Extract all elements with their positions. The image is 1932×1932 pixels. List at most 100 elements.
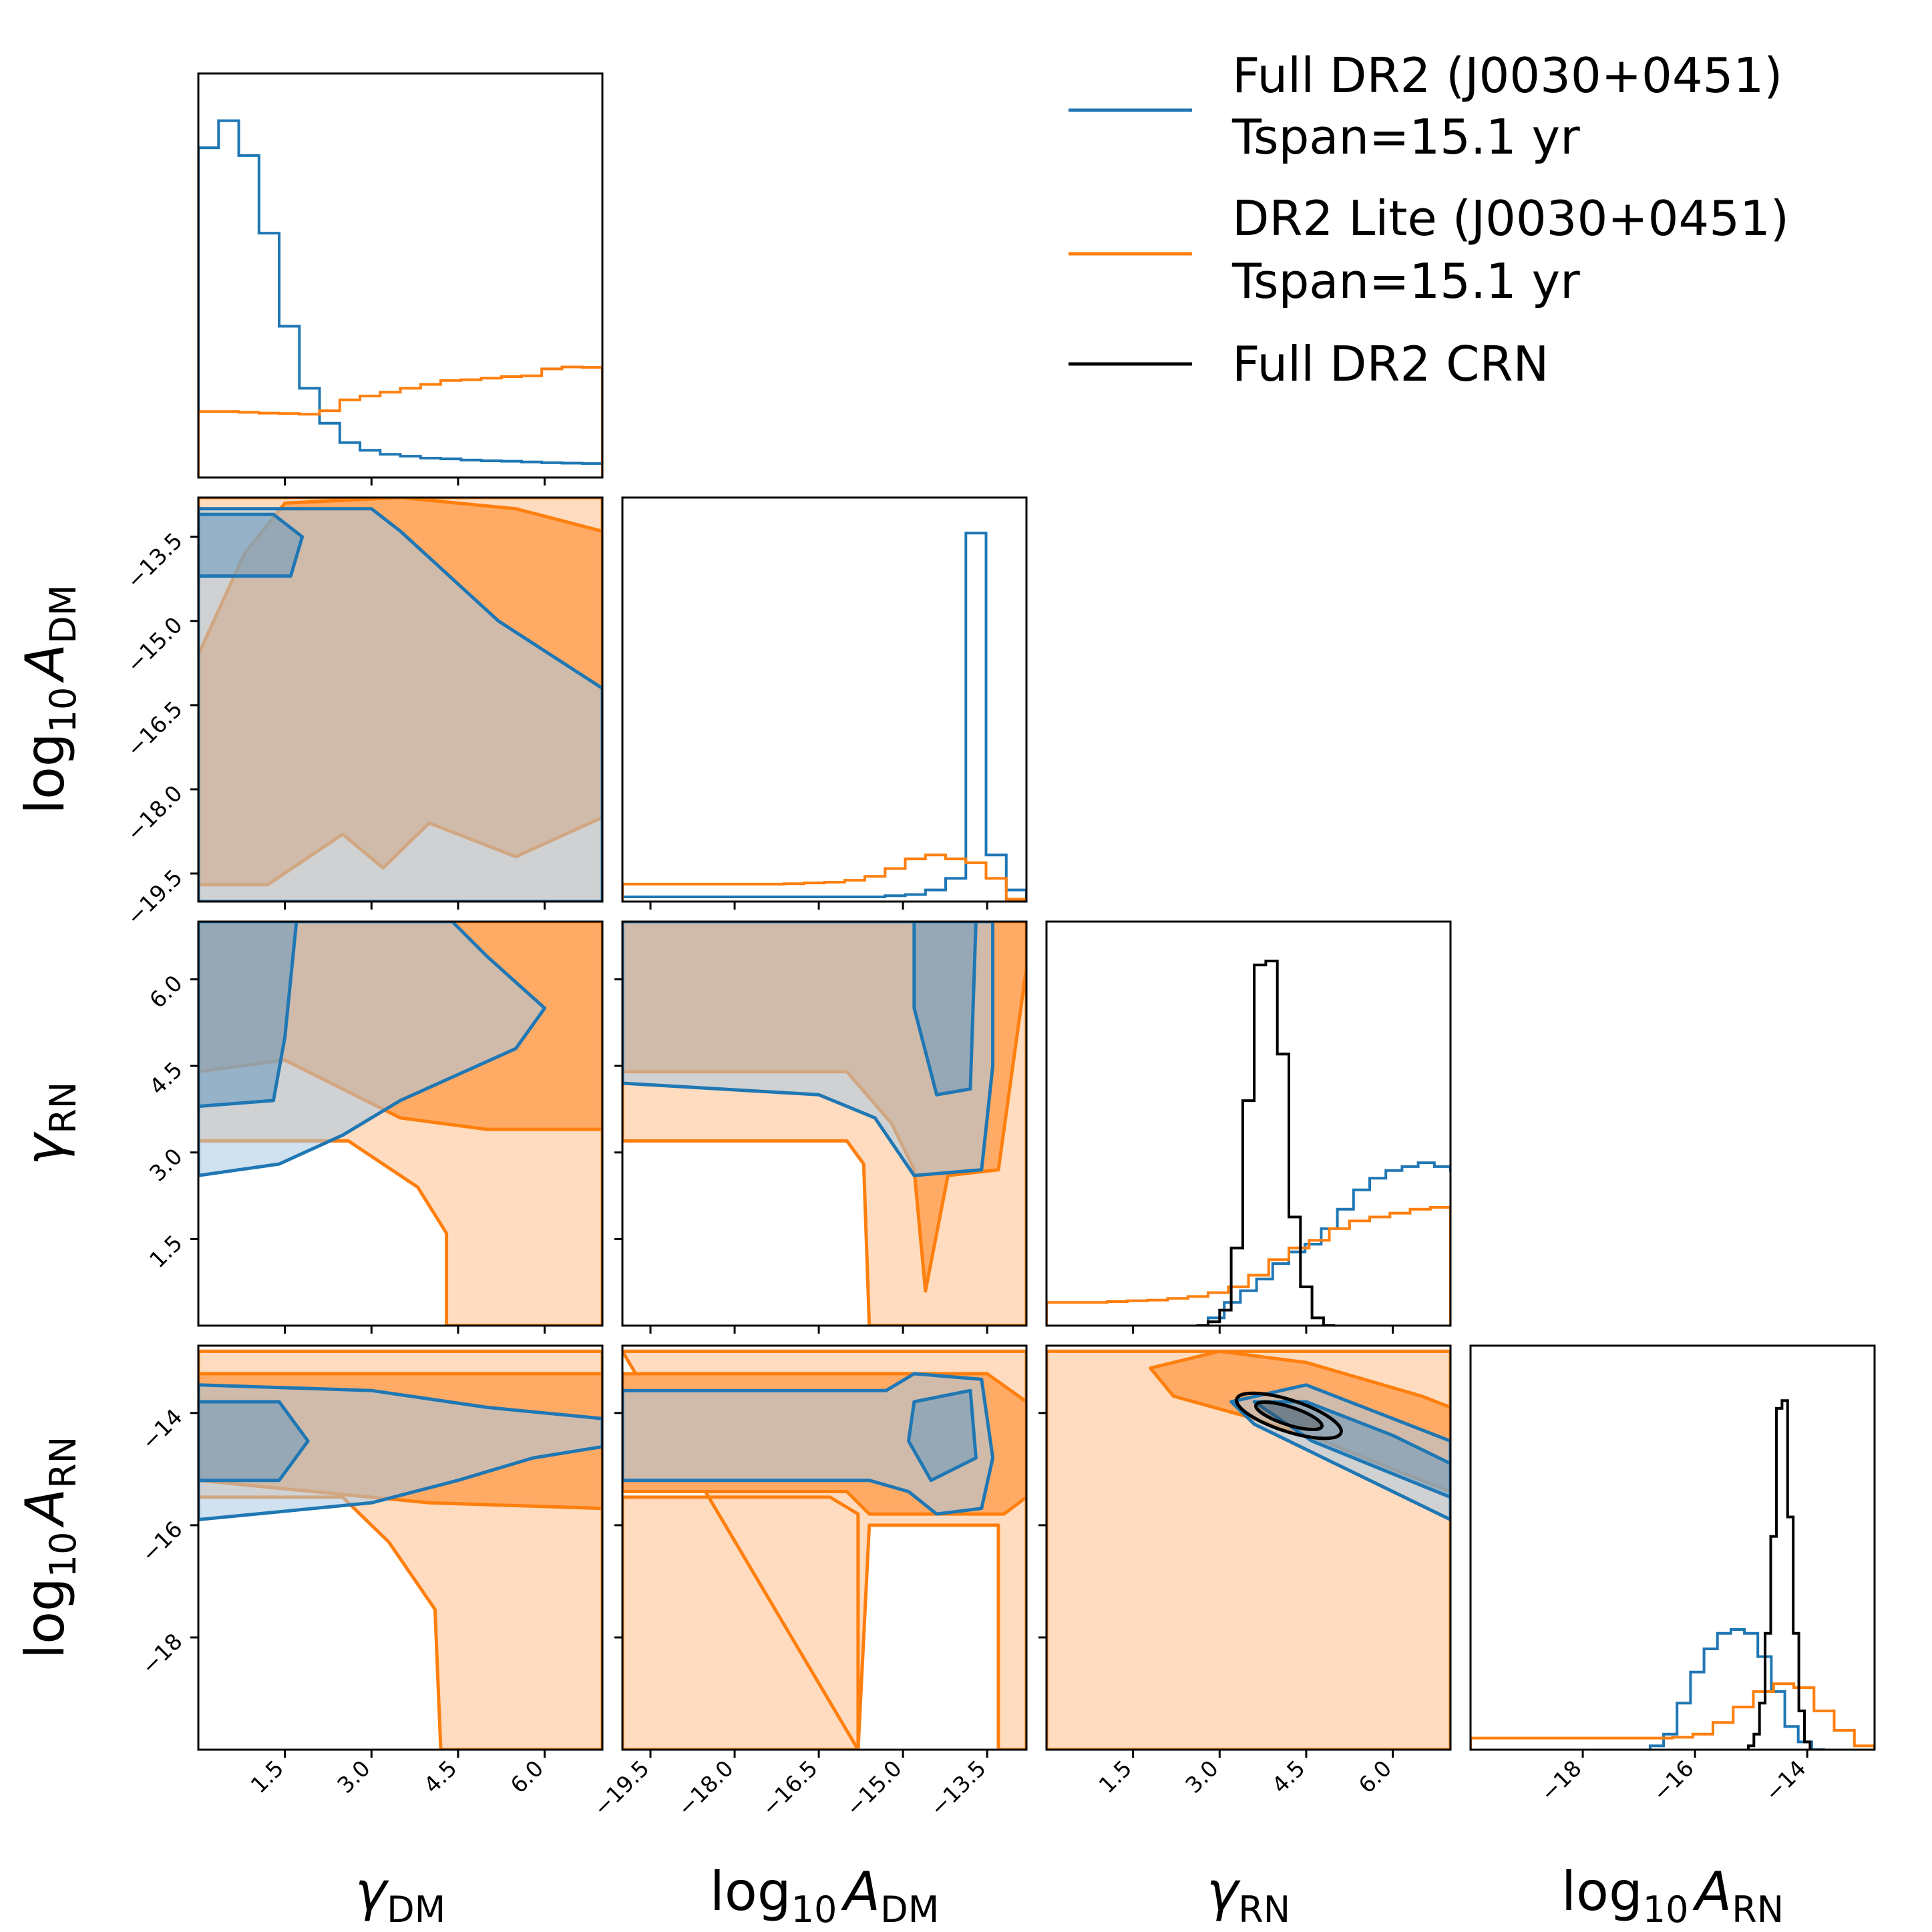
contour-full-inner bbox=[912, 922, 978, 1097]
x-tick-label: 3.0 bbox=[1180, 1755, 1223, 1798]
panel-frame bbox=[621, 1344, 1028, 1751]
panel-frame bbox=[197, 72, 604, 479]
hist-log_a_rn bbox=[1471, 1399, 1875, 1750]
legend: Full DR2 (J0030+0451) Tspan=15.1 yr DR2 … bbox=[1069, 47, 1789, 392]
panel-log_a_dm-vs-gamma_dm bbox=[198, 498, 602, 902]
x-tick-label: 6.0 bbox=[506, 1755, 549, 1798]
hist-step-lite bbox=[1471, 1682, 1875, 1750]
y-axis-label-gamma_rn: γRN bbox=[14, 1082, 84, 1165]
y-tick-label: −18 bbox=[136, 1628, 188, 1680]
contour-full-inner bbox=[907, 1388, 978, 1483]
panel-log_a_rn-vs-log_a_dm bbox=[622, 1349, 1026, 1750]
y-axis-label-log_a_rn-sub: RN bbox=[42, 1436, 84, 1489]
hist-step-lite bbox=[198, 365, 602, 477]
x-tick-label: 6.0 bbox=[1354, 1755, 1397, 1798]
panel-frame bbox=[621, 496, 1028, 903]
y-tick-label: −18.0 bbox=[122, 780, 188, 846]
legend-label-dr2-lite-line2: Tspan=15.1 yr bbox=[1231, 253, 1580, 309]
legend-entry-full-dr2: Full DR2 (J0030+0451) Tspan=15.1 yr bbox=[1069, 47, 1782, 165]
y-axis-label-log_a_dm-var: A bbox=[14, 644, 76, 684]
contour-full-inner bbox=[1252, 1400, 1451, 1499]
legend-label-full-dr2-line2: Tspan=15.1 yr bbox=[1231, 109, 1580, 165]
y-axis-label-gamma_rn-var: γ bbox=[14, 1131, 76, 1165]
x-tick-label: −14 bbox=[1760, 1755, 1811, 1806]
contour-full-inner bbox=[198, 1400, 310, 1483]
panel-frame bbox=[1045, 920, 1452, 1327]
y-tick-label: −14 bbox=[136, 1404, 188, 1455]
panel-gamma_rn-vs-log_a_dm bbox=[622, 922, 1026, 1326]
hist-step-lite bbox=[622, 853, 1026, 902]
x-axis-label-gamma_dm: γDM bbox=[355, 1861, 446, 1931]
y-tick-label: 3.0 bbox=[144, 1143, 188, 1187]
hist-step-lite bbox=[1046, 1205, 1451, 1326]
contour-full-outer bbox=[622, 1372, 995, 1516]
panel-frame bbox=[197, 496, 604, 903]
x-tick-label: 1.5 bbox=[1094, 1755, 1137, 1798]
y-tick-label: −13.5 bbox=[122, 528, 188, 594]
legend-label-dr2-lite-line1: DR2 Lite (J0030+0451) bbox=[1232, 190, 1789, 246]
y-tick-label: −15.0 bbox=[122, 612, 188, 678]
x-axis-label-gamma_rn-sub: RN bbox=[1238, 1889, 1290, 1931]
legend-entry-crn: Full DR2 CRN bbox=[1069, 336, 1549, 392]
y-tick-label: −16 bbox=[136, 1516, 188, 1567]
contour-full-outer bbox=[198, 507, 602, 902]
y-tick-label: 4.5 bbox=[144, 1056, 188, 1100]
panel-gamma_rn-vs-gamma_dm bbox=[198, 922, 602, 1326]
x-axis-label-gamma_dm-var: γ bbox=[355, 1861, 389, 1923]
y-axis-label-log_a_dm: log10ADM bbox=[14, 585, 84, 815]
x-axis-label-log_a_dm: log10 ADM bbox=[710, 1861, 940, 1931]
x-tick-label: −19.5 bbox=[588, 1755, 654, 1821]
x-tick-label: −16 bbox=[1648, 1755, 1699, 1806]
x-tick-label: 3.0 bbox=[332, 1755, 375, 1798]
x-tick-label: −18 bbox=[1535, 1755, 1587, 1806]
y-axis-label-log_a_rn-var: A bbox=[14, 1489, 76, 1529]
x-axis-label-log_a_rn-sub10: 10 bbox=[1643, 1889, 1689, 1931]
x-tick-label: −15.0 bbox=[841, 1755, 907, 1821]
y-tick-label: 6.0 bbox=[144, 970, 188, 1014]
legend-label-crn: Full DR2 CRN bbox=[1232, 336, 1549, 392]
hist-step-crn bbox=[1746, 1399, 1812, 1750]
hist-log_a_dm bbox=[622, 532, 1026, 902]
x-axis-label-log_a_rn: log10 ARN bbox=[1561, 1861, 1784, 1931]
legend-label-full-dr2-line1: Full DR2 (J0030+0451) bbox=[1232, 47, 1782, 104]
hist-step-full bbox=[1648, 1628, 1826, 1750]
y-axis-label-log_a_dm-sub: DM bbox=[42, 585, 84, 644]
y-tick-label: −19.5 bbox=[122, 864, 188, 930]
contour-full-outer bbox=[622, 922, 995, 1177]
contour-crn-inner bbox=[1254, 1400, 1324, 1432]
legend-entry-dr2-lite: DR2 Lite (J0030+0451) Tspan=15.1 yr bbox=[1069, 190, 1789, 309]
x-axis-label-log_a_rn-var: A bbox=[1692, 1861, 1732, 1923]
contour-full-outer bbox=[198, 1383, 602, 1521]
x-tick-label: −18.0 bbox=[672, 1755, 739, 1821]
panel-frame bbox=[1045, 1344, 1452, 1751]
contour-full-inner bbox=[198, 922, 299, 1109]
axis-labels-layer: γDM log10 ADM γRN log10 ARNlog10ADMγRNlog10AR… bbox=[14, 585, 1784, 1931]
y-axis-label-log_a_dm-sub10: 10 bbox=[42, 687, 84, 733]
hist-step-full bbox=[198, 119, 602, 477]
y-tick-label: −16.5 bbox=[122, 696, 188, 762]
y-axis-label-log_a_rn: log10ARN bbox=[14, 1436, 84, 1659]
y-axis-label-log_a_dm-log: log bbox=[14, 733, 76, 814]
x-axis-label-log_a_dm-sub: DM bbox=[880, 1889, 939, 1931]
x-tick-label: 4.5 bbox=[1267, 1755, 1310, 1798]
x-axis-label-log_a_dm-var: A bbox=[840, 1861, 880, 1923]
x-axis-label-log_a_rn-log: log bbox=[1561, 1861, 1643, 1923]
x-axis-label-gamma_rn: γRN bbox=[1207, 1861, 1290, 1931]
panel-frame bbox=[1469, 1344, 1876, 1751]
hist-gamma_dm bbox=[198, 119, 602, 477]
panel-frame bbox=[197, 1344, 604, 1751]
y-axis-label-log_a_rn-sub10: 10 bbox=[42, 1531, 84, 1577]
x-axis-label-log_a_dm-log: log bbox=[710, 1861, 791, 1923]
x-tick-label: −13.5 bbox=[925, 1755, 991, 1821]
panel-frame bbox=[621, 920, 1028, 1327]
panel-log_a_rn-vs-gamma_dm bbox=[198, 1349, 602, 1750]
x-axis-label-log_a_rn-sub: RN bbox=[1732, 1889, 1784, 1931]
x-axis-label-gamma_rn-var: γ bbox=[1207, 1861, 1241, 1923]
hist-step-full bbox=[1207, 1161, 1451, 1326]
hist-step-crn bbox=[1196, 960, 1336, 1326]
y-axis-label-gamma_rn-sub: RN bbox=[42, 1082, 84, 1134]
x-tick-label: 4.5 bbox=[419, 1755, 462, 1798]
y-axis-label-log_a_rn-log: log bbox=[14, 1577, 76, 1659]
x-tick-label: −16.5 bbox=[757, 1755, 823, 1821]
